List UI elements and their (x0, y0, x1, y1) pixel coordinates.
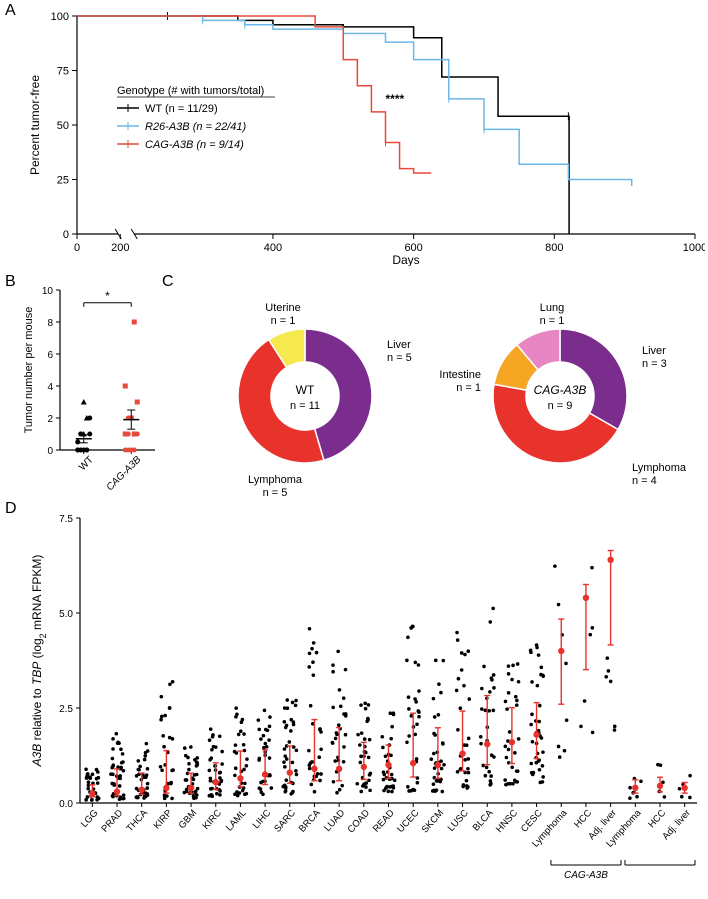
svg-text:PRAD: PRAD (99, 808, 125, 835)
svg-text:n = 1: n = 1 (540, 315, 565, 327)
svg-text:n = 5: n = 5 (387, 352, 412, 364)
label-a: A (5, 2, 16, 20)
label-d: D (5, 500, 17, 518)
svg-text:50: 50 (57, 120, 69, 132)
svg-text:Liver: Liver (642, 345, 666, 357)
svg-text:WT: WT (296, 383, 315, 397)
svg-text:HCC: HCC (572, 808, 594, 831)
panel-b-scatter: 0 2 4 6 8 10 Tumor number per mouse WT CAG-A3B * (20, 280, 160, 505)
panel-c-donuts: WTn = 11CAG-A3Bn = 9Livern = 5Lymphoman … (165, 278, 705, 503)
svg-text:6: 6 (47, 350, 53, 361)
svg-text:Percent tumor-free: Percent tumor-free (28, 75, 42, 175)
svg-text:BLCA: BLCA (471, 807, 496, 833)
svg-text:n = 9: n = 9 (548, 400, 573, 412)
svg-text:R26-A3B (n = 22/41): R26-A3B (n = 22/41) (145, 121, 247, 133)
svg-text:n = 1: n = 1 (456, 382, 481, 394)
svg-text:CAG-A3B: CAG-A3B (105, 454, 144, 493)
panel-d-expression: 0.0 2.5 5.0 7.5 A3B relative to TBP (log2 mR… (25, 508, 705, 898)
svg-text:Tumor number per mouse: Tumor number per mouse (23, 307, 35, 434)
svg-text:HCC: HCC (646, 808, 668, 831)
svg-text:LAML: LAML (224, 808, 249, 834)
svg-text:0: 0 (74, 242, 80, 254)
svg-text:75: 75 (57, 66, 69, 78)
svg-text:5.0: 5.0 (59, 609, 73, 620)
svg-text:8: 8 (47, 318, 53, 329)
label-b: B (5, 273, 16, 291)
svg-text:n = 11: n = 11 (290, 400, 320, 412)
svg-text:100: 100 (51, 11, 69, 23)
svg-text:4: 4 (47, 382, 53, 393)
svg-text:BRCA: BRCA (297, 807, 323, 834)
svg-text:WT (n = 11/29): WT (n = 11/29) (145, 103, 218, 115)
svg-text:400: 400 (264, 242, 282, 254)
svg-text:Genotype (# with tumors/total): Genotype (# with tumors/total) (117, 85, 264, 97)
svg-text:A3B relative to TBP (log2 mRNA: A3B relative to TBP (log2 mRNA FPKM) (30, 555, 48, 768)
svg-text:0.0: 0.0 (59, 799, 73, 810)
svg-text:HNSC: HNSC (494, 808, 520, 835)
svg-text:0: 0 (63, 229, 69, 241)
svg-text:25: 25 (57, 175, 69, 187)
svg-text:SARC: SARC (272, 808, 298, 835)
svg-text:UCEC: UCEC (395, 808, 421, 835)
svg-text:Liver: Liver (387, 339, 411, 351)
svg-text:2.5: 2.5 (59, 704, 73, 715)
svg-text:LGG: LGG (79, 808, 101, 830)
svg-text:800: 800 (545, 242, 563, 254)
svg-text:CAG-A3B: CAG-A3B (534, 383, 587, 397)
svg-text:GBM: GBM (177, 808, 200, 832)
svg-text:READ: READ (371, 808, 397, 835)
svg-text:COAD: COAD (346, 808, 373, 836)
svg-text:n = 3: n = 3 (642, 358, 667, 370)
svg-text:10: 10 (42, 286, 54, 297)
svg-text:LUSC: LUSC (446, 808, 471, 834)
svg-text:CAG-A3B: CAG-A3B (564, 870, 608, 881)
svg-text:Lymphoma: Lymphoma (248, 474, 303, 486)
svg-text:CAG-A3B (n = 9/14): CAG-A3B (n = 9/14) (145, 139, 244, 151)
svg-text:SKCM: SKCM (420, 808, 447, 836)
svg-text:KIRP: KIRP (152, 808, 175, 832)
svg-text:200: 200 (111, 242, 129, 254)
svg-text:*: * (105, 289, 110, 303)
svg-text:n = 4: n = 4 (632, 475, 657, 487)
svg-text:Lymphoma: Lymphoma (632, 462, 687, 474)
svg-text:n = 1: n = 1 (271, 315, 296, 327)
svg-text:THCA: THCA (124, 807, 150, 834)
svg-text:7.5: 7.5 (59, 514, 73, 525)
svg-text:Lung: Lung (540, 302, 564, 314)
svg-text:Days: Days (392, 253, 419, 266)
svg-text:1000: 1000 (683, 242, 705, 254)
svg-text:0: 0 (47, 446, 53, 457)
svg-text:Uterine: Uterine (265, 302, 300, 314)
svg-text:KIRC: KIRC (201, 808, 224, 832)
svg-text:WT: WT (77, 454, 96, 473)
panel-a-km-plot: 025507510002004006008001000Percent tumor… (25, 6, 705, 266)
svg-text:LUAD: LUAD (322, 808, 347, 834)
svg-text:****: **** (385, 92, 404, 106)
svg-text:2: 2 (47, 414, 53, 425)
svg-text:LIHC: LIHC (251, 808, 274, 832)
svg-text:n = 5: n = 5 (263, 487, 288, 499)
svg-text:Intestine: Intestine (439, 369, 481, 381)
